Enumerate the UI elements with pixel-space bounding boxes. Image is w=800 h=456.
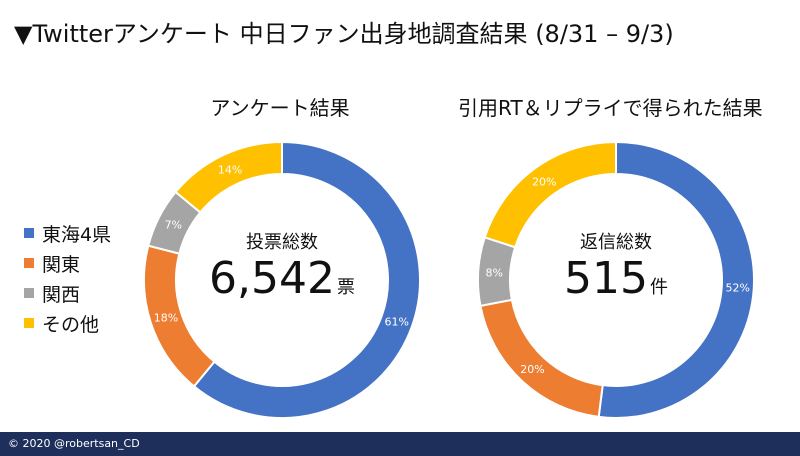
legend-item-kanto: 関東 (24, 248, 111, 278)
legend-swatch-tokai (24, 228, 34, 238)
legend-swatch-kansai (24, 288, 34, 298)
slice-label-survey-other: 14% (218, 164, 242, 177)
donut-chart-survey-svg: 61% 18% 7% 14% (143, 140, 421, 419)
center-caption-replies: 返信総数 (580, 232, 652, 253)
legend-label-tokai: 東海4県 (42, 223, 112, 246)
center-unit-survey: 票 (336, 277, 355, 298)
donut-chart-survey: 61% 18% 7% 14% 投票総数 6,542 票 (143, 140, 421, 419)
slice-label-survey-kanto: 18% (154, 312, 178, 325)
center-total-survey: 6,542 票 (144, 250, 420, 317)
legend-label-kansai: 関西 (42, 283, 81, 306)
center-total-value-survey: 6,542 (209, 253, 335, 304)
legend: 東海4県 関東 関西 その他 (24, 218, 111, 338)
slice-label-survey-tokai: 61% (385, 315, 409, 328)
legend-item-tokai: 東海4県 (24, 218, 111, 248)
slice-label-replies-kansai: 8% (486, 266, 503, 279)
chart-title-survey: アンケート結果 (210, 96, 350, 120)
slice-label-replies-other: 20% (532, 175, 556, 188)
slice-replies-kanto (479, 298, 604, 419)
page-title: ▼Twitterアンケート 中日ファン出身地調査結果 (8/31 – 9/3) (14, 20, 674, 48)
center-caption-survey: 投票総数 (246, 232, 318, 253)
slice-replies-tokai (597, 140, 755, 419)
footer-copyright: © 2020 @robertsan_CD (8, 437, 140, 450)
donut-chart-replies: 52% 20% 8% 20% 返信総数 515 件 (477, 140, 755, 419)
slice-survey-tokai (192, 140, 421, 419)
legend-label-kanto: 関東 (42, 253, 81, 276)
donut-chart-replies-svg: 52% 20% 8% 20% (477, 140, 755, 419)
slice-label-replies-tokai: 52% (726, 282, 750, 295)
legend-swatch-other (24, 318, 34, 328)
center-unit-replies: 件 (649, 277, 668, 298)
chart-title-replies: 引用RT＆リプライで得られた結果 (458, 96, 763, 120)
slice-survey-other (174, 140, 283, 214)
legend-swatch-kanto (24, 258, 34, 268)
legend-label-other: その他 (42, 313, 100, 336)
center-total-value-replies: 515 (564, 253, 648, 304)
slice-label-replies-kanto: 20% (520, 363, 544, 376)
legend-item-other: その他 (24, 308, 111, 338)
center-total-replies: 515 件 (478, 250, 754, 317)
slice-replies-other (483, 140, 617, 249)
footer-bar: © 2020 @robertsan_CD (0, 432, 800, 456)
slice-label-survey-kansai: 7% (165, 219, 182, 232)
legend-item-kansai: 関西 (24, 278, 111, 308)
